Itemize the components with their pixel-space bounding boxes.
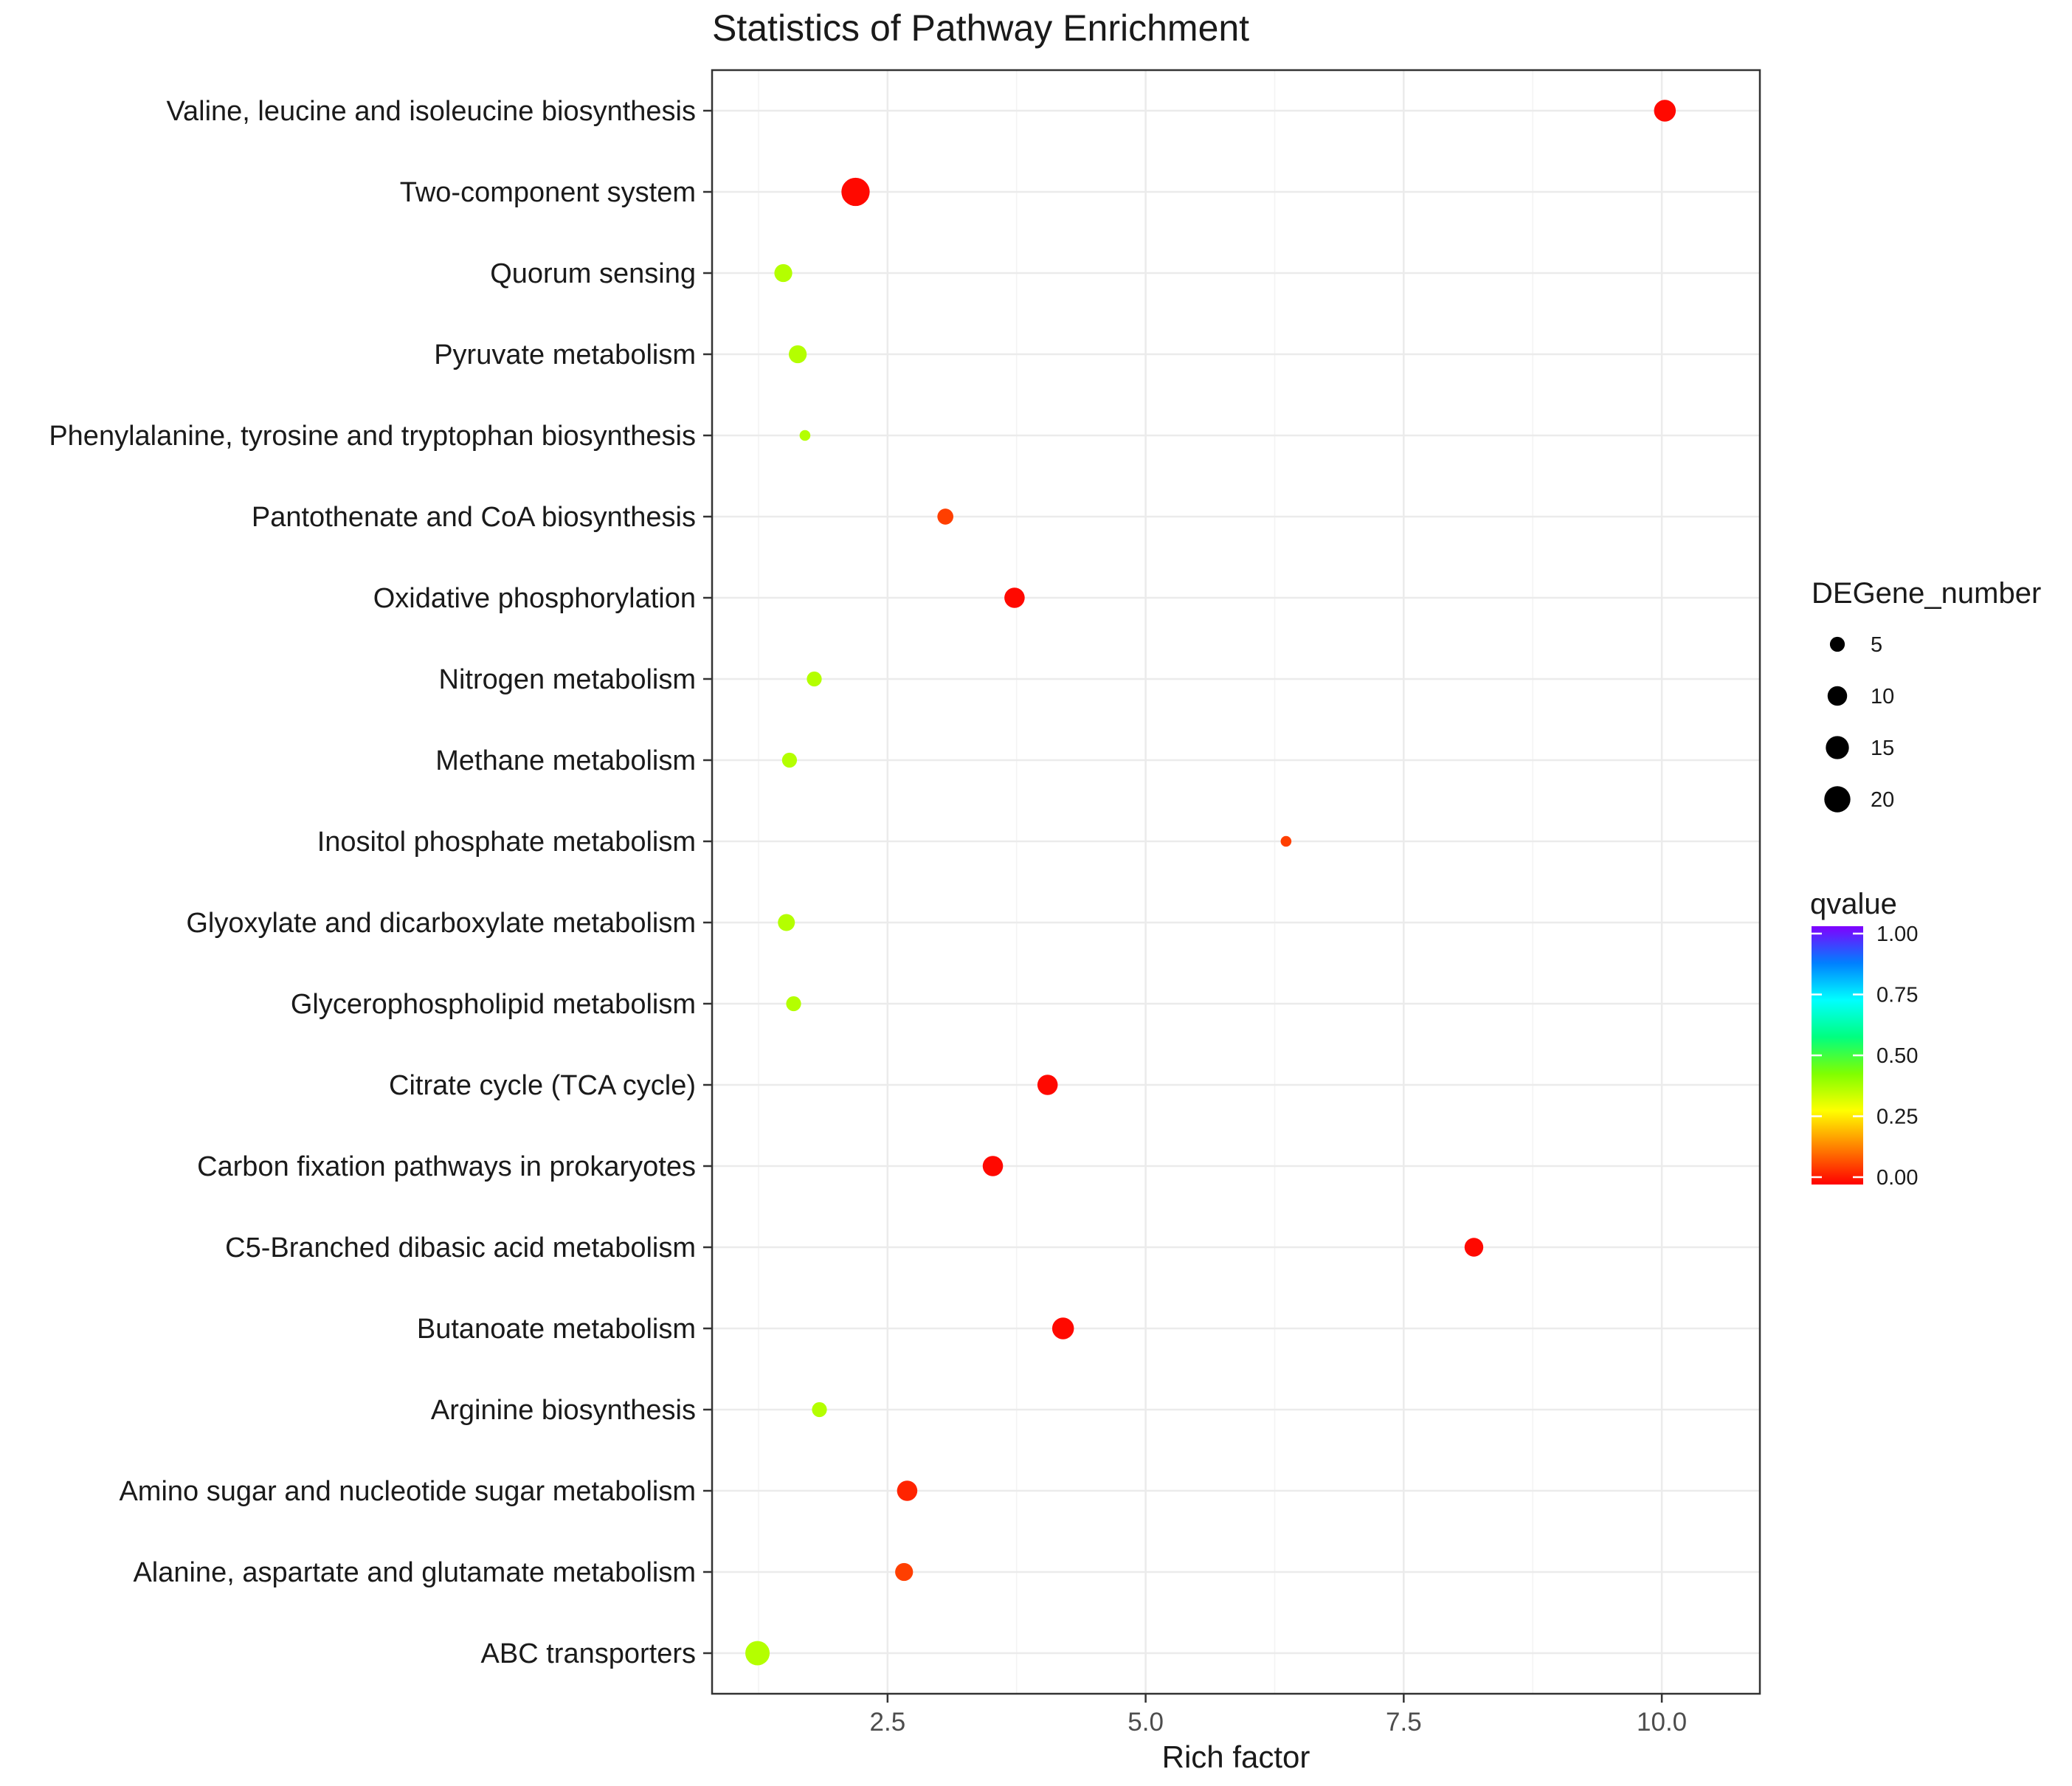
x-axis: 2.5 5.0 7.5 10.0 bbox=[870, 1694, 1687, 1737]
plot-panel bbox=[712, 70, 1760, 1694]
y-tick-label: Nitrogen metabolism bbox=[439, 664, 696, 695]
data-point bbox=[1654, 100, 1676, 122]
data-point bbox=[1280, 835, 1292, 847]
data-point bbox=[812, 1401, 827, 1418]
data-point bbox=[982, 1156, 1004, 1176]
y-tick-label: Oxidative phosphorylation bbox=[373, 583, 696, 614]
y-tick-label: ABC transporters bbox=[481, 1638, 696, 1669]
y-tick-label: Arginine biosynthesis bbox=[431, 1395, 696, 1426]
y-tick-label: Glyoxylate and dicarboxylate metabolism bbox=[186, 908, 696, 939]
y-tick-label: Amino sugar and nucleotide sugar metabol… bbox=[119, 1476, 696, 1507]
data-point bbox=[786, 996, 801, 1012]
chart-title: Statistics of Pathway Enrichment bbox=[712, 7, 1249, 49]
grid-lines bbox=[712, 70, 1760, 1694]
size-legend-title: DEGene_number bbox=[1812, 577, 2041, 610]
y-tick-label: Methane metabolism bbox=[435, 745, 696, 776]
data-points bbox=[745, 100, 1676, 1666]
data-point bbox=[1051, 1317, 1074, 1340]
data-point bbox=[841, 177, 870, 207]
size-legend-label: 10 bbox=[1871, 685, 1894, 708]
y-tick-label: Valine, leucine and isoleucine biosynthe… bbox=[166, 96, 696, 127]
color-legend-title: qvalue bbox=[1810, 888, 1897, 920]
data-point bbox=[745, 1641, 770, 1666]
size-legend: DEGene_number 5 10 15 20 bbox=[1812, 577, 2041, 813]
x-tick-label: 7.5 bbox=[1386, 1708, 1422, 1737]
y-tick-label: Quorum sensing bbox=[490, 258, 696, 289]
size-legend-key bbox=[1827, 686, 1848, 706]
data-point bbox=[1037, 1075, 1058, 1095]
x-tick-label: 5.0 bbox=[1127, 1708, 1164, 1737]
size-legend-label: 20 bbox=[1871, 788, 1894, 812]
size-legend-key bbox=[1829, 636, 1845, 652]
y-tick-label: Citrate cycle (TCA cycle) bbox=[389, 1070, 696, 1101]
data-point bbox=[807, 671, 822, 687]
data-point bbox=[897, 1480, 918, 1501]
data-point bbox=[895, 1562, 914, 1582]
y-tick-label: Phenylalanine, tyrosine and tryptophan b… bbox=[49, 421, 696, 452]
color-legend-label: 0.75 bbox=[1876, 984, 1918, 1007]
data-point bbox=[1004, 587, 1025, 608]
data-point bbox=[789, 345, 807, 364]
color-legend-label: 0.00 bbox=[1876, 1166, 1918, 1190]
y-tick-label: Two-component system bbox=[400, 177, 696, 208]
data-point bbox=[778, 914, 795, 931]
y-tick-label: Carbon fixation pathways in prokaryotes bbox=[197, 1151, 696, 1182]
x-tick-label: 10.0 bbox=[1637, 1708, 1687, 1737]
color-legend-label: 1.00 bbox=[1876, 923, 1918, 946]
data-point bbox=[799, 430, 811, 441]
x-tick-label: 2.5 bbox=[870, 1708, 906, 1737]
size-legend-label: 15 bbox=[1871, 737, 1894, 760]
y-tick-label: Glycerophospholipid metabolism bbox=[291, 989, 696, 1020]
color-legend-label: 0.50 bbox=[1876, 1044, 1918, 1068]
y-tick-label: Inositol phosphate metabolism bbox=[317, 827, 696, 858]
x-axis-title: Rich factor bbox=[1162, 1740, 1310, 1774]
size-legend-key bbox=[1824, 786, 1851, 813]
size-legend-key bbox=[1826, 736, 1849, 759]
y-tick-label: Pantothenate and CoA biosynthesis bbox=[252, 502, 696, 533]
y-tick-label: Butanoate metabolism bbox=[417, 1314, 696, 1345]
y-tick-label: Alanine, aspartate and glutamate metabol… bbox=[133, 1557, 696, 1588]
category-axis: Valine, leucine and isoleucine biosynthe… bbox=[49, 96, 712, 1669]
color-legend: qvalue 1.00 0.75 0.50 0.25 0.00 bbox=[1810, 888, 1918, 1190]
color-legend-label: 0.25 bbox=[1876, 1106, 1918, 1129]
plot-border bbox=[711, 69, 1761, 1695]
size-legend-label: 5 bbox=[1871, 633, 1882, 657]
data-point bbox=[774, 263, 792, 283]
data-point bbox=[781, 752, 798, 768]
y-tick-label: Pyruvate metabolism bbox=[434, 339, 696, 370]
data-point bbox=[937, 508, 954, 525]
data-point bbox=[1464, 1238, 1484, 1257]
y-tick-label: C5-Branched dibasic acid metabolism bbox=[225, 1232, 696, 1263]
